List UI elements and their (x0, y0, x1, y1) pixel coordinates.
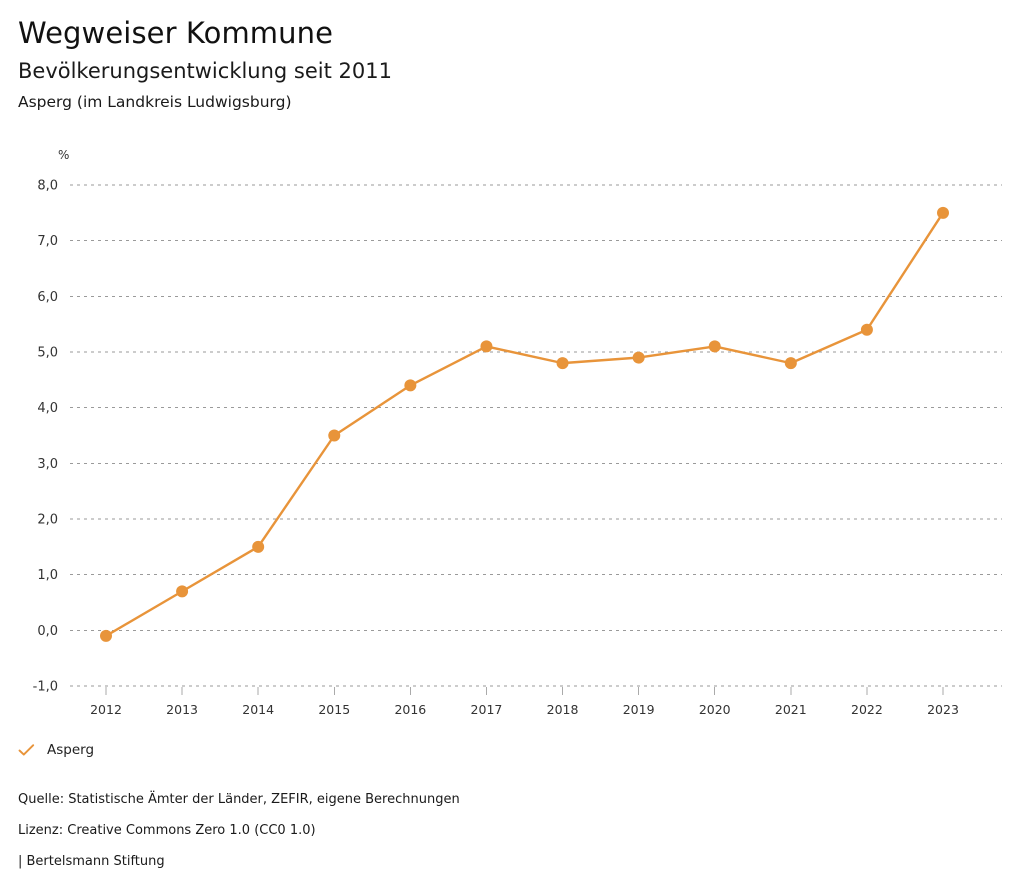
data-point[interactable] (784, 357, 797, 370)
x-axis-tick-label: 2022 (851, 702, 883, 717)
x-axis-tick-label: 2020 (699, 702, 731, 717)
y-axis-labels-group: 8,0 7,0 6,0 5,0 4,0 3,0 2,0 1,0 0,0 -1,0 (33, 179, 58, 695)
page-title: Wegweiser Kommune (18, 16, 334, 50)
x-axis-tick-label: 2021 (775, 702, 807, 717)
y-axis-tick-label: 6,0 (37, 290, 58, 305)
data-series-group (100, 206, 949, 642)
x-axis-tick-label: 2018 (547, 702, 579, 717)
footer-source: Quelle: Statistische Ämter der Länder, Z… (18, 792, 460, 807)
data-point[interactable] (632, 351, 645, 364)
data-point[interactable] (404, 379, 417, 392)
y-axis-unit-label: % (58, 148, 69, 162)
page-subtitle: Bevölkerungsentwicklung seit 2011 (18, 59, 392, 83)
x-axis-labels-group: 2012 2013 2014 2015 2016 2017 2018 2019 2020 2021… (90, 687, 959, 717)
data-point[interactable] (556, 357, 569, 370)
data-point[interactable] (176, 585, 189, 598)
data-point[interactable] (328, 429, 341, 442)
x-axis-tick-label: 2012 (90, 702, 122, 717)
footer: Quelle: Statistische Ämter der Länder, Z… (18, 784, 818, 877)
y-axis-tick-label: 4,0 (37, 401, 58, 416)
check-icon (18, 744, 35, 756)
data-point[interactable] (937, 206, 949, 219)
x-axis-tick-label: 2015 (318, 702, 350, 717)
line-chart: 8,0 7,0 6,0 5,0 4,0 3,0 2,0 1,0 0,0 -1,0 2012 2013… (33, 148, 1002, 717)
footer-publisher: | Bertelsmann Stiftung (18, 854, 165, 869)
y-axis-tick-label: 5,0 (37, 346, 58, 361)
y-axis-tick-label: 2,0 (37, 513, 58, 528)
data-point[interactable] (708, 340, 721, 353)
series-line-asperg (104, 211, 945, 638)
y-axis-tick-label: -1,0 (33, 680, 58, 695)
y-axis-tick-label: 3,0 (37, 457, 58, 472)
data-point[interactable] (252, 540, 265, 553)
y-axis-tick-label: 0,0 (37, 624, 58, 639)
data-point[interactable] (860, 323, 873, 336)
chart-legend[interactable]: Asperg (18, 742, 94, 758)
data-point[interactable] (100, 629, 112, 642)
x-axis-tick-label: 2013 (166, 702, 198, 717)
location-label: Asperg (im Landkreis Ludwigsburg) (18, 93, 292, 111)
x-axis-tick-label: 2014 (242, 702, 274, 717)
data-point[interactable] (480, 340, 493, 353)
legend-item-label: Asperg (47, 742, 95, 758)
footer-license: Lizenz: Creative Commons Zero 1.0 (CC0 1… (18, 823, 316, 838)
header: Wegweiser Kommune Bevölkerungsentwicklun… (18, 14, 978, 113)
chart-container: 8,0 7,0 6,0 5,0 4,0 3,0 2,0 1,0 0,0 -1,0 2012 2013… (0, 135, 1024, 725)
y-axis-tick-label: 1,0 (37, 568, 58, 583)
gridlines-group (70, 184, 1002, 687)
y-axis-tick-label: 8,0 (37, 179, 58, 194)
x-axis-tick-label: 2019 (623, 702, 655, 717)
x-axis-tick-label: 2016 (394, 702, 426, 717)
x-axis-tick-label: 2017 (471, 702, 503, 717)
x-axis-tick-label: 2023 (927, 702, 959, 717)
y-axis-tick-label: 7,0 (37, 234, 58, 249)
